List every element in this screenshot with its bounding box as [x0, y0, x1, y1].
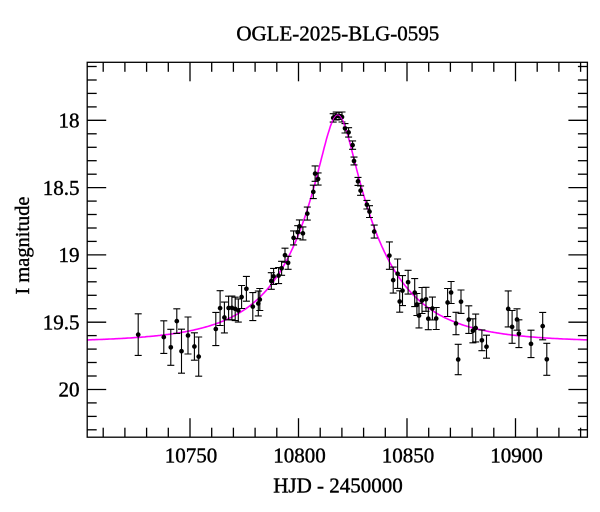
svg-text:10750: 10750	[165, 444, 218, 468]
svg-text:10800: 10800	[273, 444, 326, 468]
svg-text:10900: 10900	[490, 444, 543, 468]
svg-text:10850: 10850	[382, 444, 435, 468]
svg-text:19.5: 19.5	[43, 310, 80, 334]
svg-text:19: 19	[59, 243, 80, 267]
svg-text:18.5: 18.5	[43, 176, 80, 200]
svg-text:I magnitude: I magnitude	[12, 197, 34, 295]
svg-text:HJD - 2450000: HJD - 2450000	[273, 474, 403, 498]
svg-text:OGLE-2025-BLG-0595: OGLE-2025-BLG-0595	[236, 22, 439, 46]
svg-text:18: 18	[59, 109, 80, 133]
svg-text:20: 20	[59, 378, 80, 402]
